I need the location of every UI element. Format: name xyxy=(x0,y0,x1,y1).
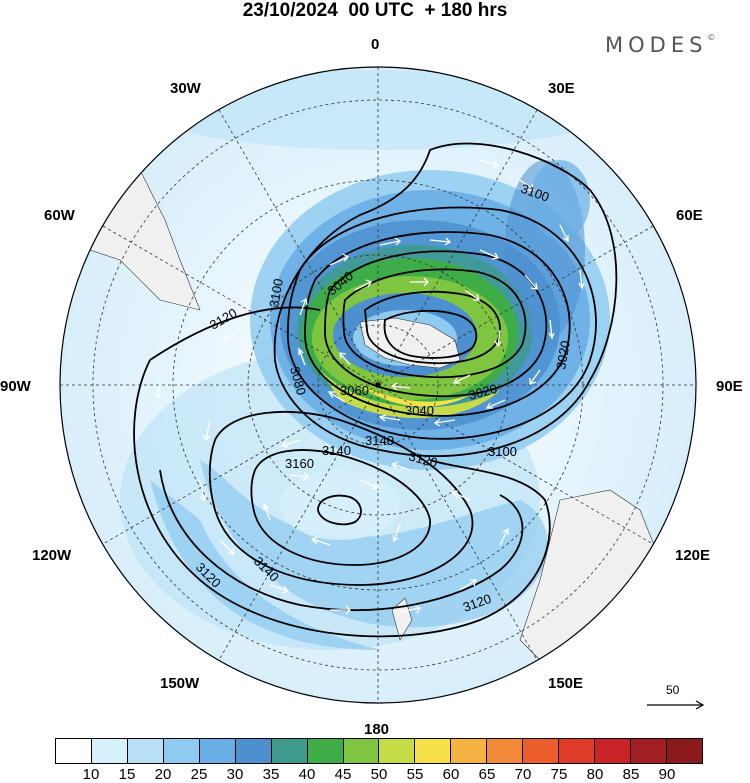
colorbar-tick-label: 70 xyxy=(514,766,532,783)
logo-text: MODES xyxy=(605,33,708,57)
contour-label: 3160 xyxy=(285,456,314,471)
colorbar-tick-label: 60 xyxy=(442,766,460,783)
colorbar-tick-label: 85 xyxy=(622,766,640,783)
colorbar-cell xyxy=(415,739,452,763)
map-title: 23/10/2024 00 UTC + 180 hrs xyxy=(242,0,508,21)
colorbar-tick-label: 10 xyxy=(82,766,100,783)
contour-label: 3080 xyxy=(287,365,309,397)
colorbar-tick-label: 25 xyxy=(190,766,208,783)
map-border xyxy=(59,66,697,704)
contour-label: 3020 xyxy=(553,339,573,370)
south-pole-marker xyxy=(375,382,381,388)
colorbar-cell xyxy=(666,739,702,763)
colorbar-tick-label: 50 xyxy=(370,766,388,783)
contour-label: 3100 xyxy=(488,444,517,459)
lon-label-90w: 90W xyxy=(0,378,32,395)
map-disk: 3100 3100 3040 3080 3060 3040 3020 3020 … xyxy=(60,67,696,703)
lon-label-0: 0 xyxy=(371,36,379,53)
longitude-labels: 0 30E 60E 90E 120E 150E 180 150W 120W 90… xyxy=(0,36,743,738)
colorbar-cell xyxy=(343,739,380,763)
contour-label: 3120 xyxy=(407,448,439,470)
colorbar-cell xyxy=(379,739,416,763)
colorbar-tick-label: 30 xyxy=(226,766,244,783)
colorbar-cell xyxy=(127,739,164,763)
contour-label: 3140 xyxy=(322,443,351,458)
logo-mark: © xyxy=(707,33,716,42)
colorbar-cell xyxy=(523,739,560,763)
colorbar-cell xyxy=(56,739,92,763)
lon-label-30e: 30E xyxy=(548,80,575,97)
colorbar-cell xyxy=(91,739,128,763)
colorbar-tick-label: 55 xyxy=(406,766,424,783)
height-contours xyxy=(133,142,618,638)
colorbar-tick-label: 45 xyxy=(334,766,352,783)
contour-label: 3140 xyxy=(365,433,394,448)
colorbar-cell xyxy=(199,739,236,763)
lon-label-120e: 120E xyxy=(675,547,710,564)
lon-label-180: 180 xyxy=(364,721,389,738)
colorbar-tick-label: 40 xyxy=(298,766,316,783)
colorbar-tick-label: 15 xyxy=(118,766,136,783)
colorbar-cell xyxy=(271,739,308,763)
colorbar-tick-label: 20 xyxy=(154,766,172,783)
colorbar-cell xyxy=(595,739,631,763)
colorbar-cell xyxy=(559,739,596,763)
colorbar-tick-label: 75 xyxy=(550,766,568,783)
colorbar-cell xyxy=(235,739,272,763)
contour-label: 3020 xyxy=(467,381,499,403)
colorbar xyxy=(55,738,703,764)
colorbar-tick-label: 35 xyxy=(262,766,280,783)
lon-label-60w: 60W xyxy=(44,207,76,224)
contour-label: 3100 xyxy=(266,277,286,308)
lon-label-120w: 120W xyxy=(32,547,72,564)
lon-label-150e: 150E xyxy=(548,675,583,692)
contour-label: 3040 xyxy=(405,403,434,418)
colorbar-cell xyxy=(163,739,200,763)
lon-label-60e: 60E xyxy=(676,207,703,224)
lon-label-30w: 30W xyxy=(170,80,202,97)
lon-label-90e: 90E xyxy=(716,378,743,395)
lon-label-150w: 150W xyxy=(160,675,200,692)
colorbar-tick-label: 65 xyxy=(478,766,496,783)
colorbar-cell xyxy=(487,739,524,763)
colorbar-cell xyxy=(307,739,344,763)
vector-scale-label: 50 xyxy=(666,683,680,697)
modes-logo: MODES© xyxy=(605,33,715,57)
contour-label: 3060 xyxy=(340,383,369,398)
colorbar-tick-label: 80 xyxy=(586,766,604,783)
reference-vector xyxy=(647,700,705,710)
colorbar-labels: 10 15 20 25 30 35 40 45 50 55 60 65 70 75 80 85 90 xyxy=(55,766,703,783)
colorbar-cell xyxy=(451,739,488,763)
colorbar-cell xyxy=(631,739,667,763)
wind-vectors xyxy=(154,159,585,615)
colorbar-tick-label: 90 xyxy=(658,766,676,783)
